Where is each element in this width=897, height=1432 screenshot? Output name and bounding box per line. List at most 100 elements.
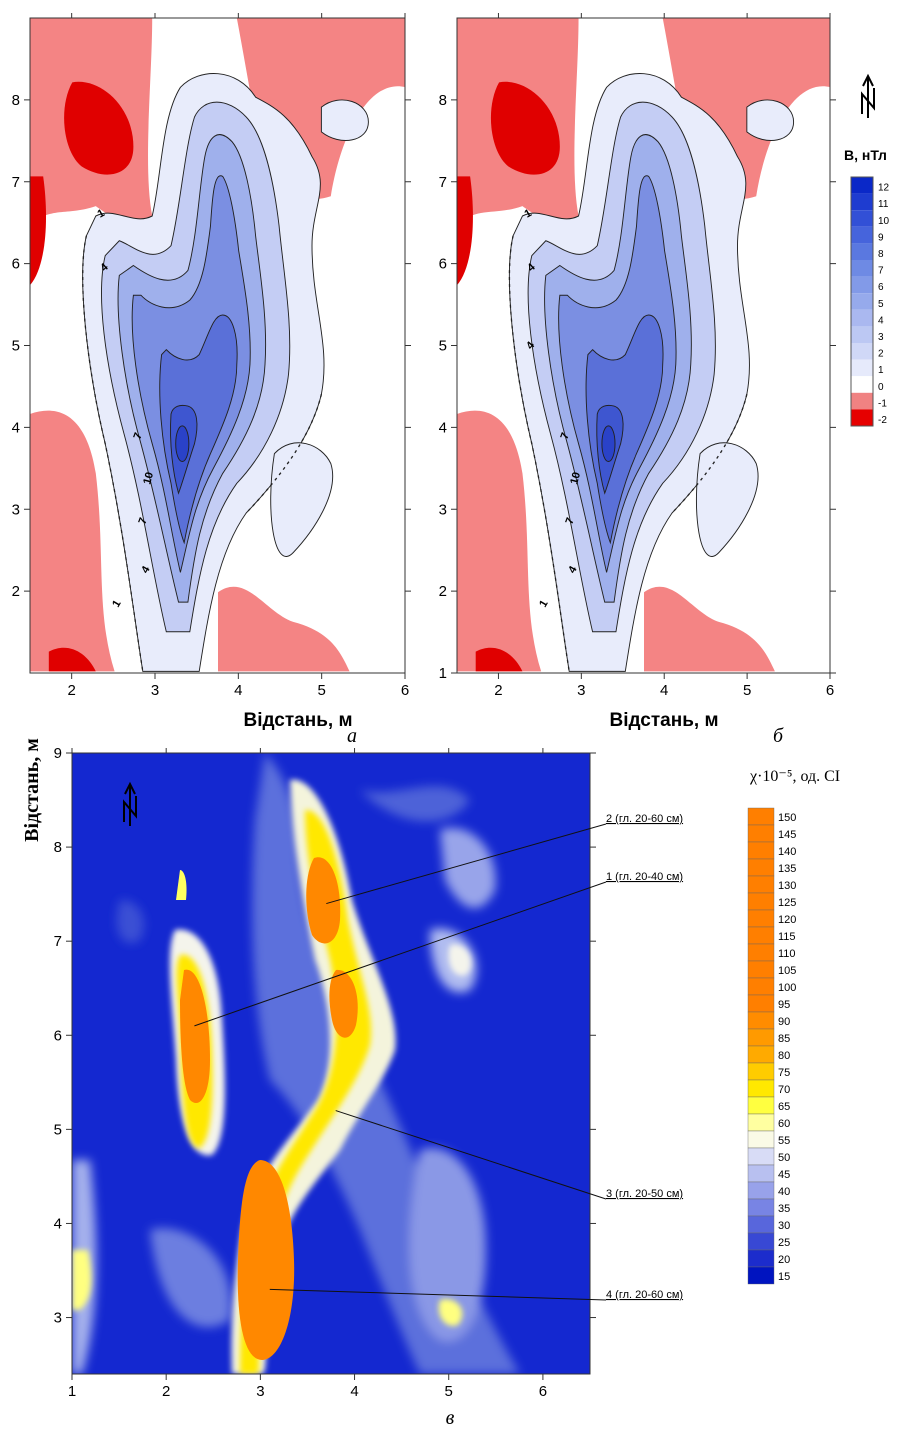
contour-label: 10 xyxy=(568,471,583,486)
legend-level: 7 xyxy=(878,266,884,277)
legend-level: 3 xyxy=(878,332,884,343)
legend-swatch xyxy=(747,960,775,979)
legend-level: 90 xyxy=(778,1016,790,1028)
legend-swatch xyxy=(851,177,873,194)
x-tick-label: 5 xyxy=(743,682,751,699)
legend-swatch xyxy=(851,359,873,377)
legend-swatch xyxy=(747,1130,775,1149)
annotation-leader xyxy=(194,881,607,1027)
panel-b-y-ticks: 1 2 3 4 5 6 7 8 xyxy=(439,92,836,682)
legend-level: 9 xyxy=(878,232,884,243)
legend-level: 75 xyxy=(778,1067,790,1079)
x-tick-label: 2 xyxy=(494,682,502,699)
legend-swatch xyxy=(747,1266,775,1285)
y-tick-label: 8 xyxy=(54,839,62,856)
y-tick-label: 4 xyxy=(439,419,447,436)
legend-swatch xyxy=(851,409,873,426)
x-tick-label: 6 xyxy=(539,1383,547,1400)
legend-swatch xyxy=(747,926,775,945)
x-tick-label: 3 xyxy=(577,682,585,699)
y-tick-label: 7 xyxy=(12,174,20,191)
legend-level: 130 xyxy=(778,880,796,892)
y-tick-label: 2 xyxy=(12,583,20,600)
panel-b-x-ticks: 2 3 4 5 6 xyxy=(494,13,834,699)
panel-a-y-ticks: 2 3 4 5 6 7 8 xyxy=(12,92,411,600)
legend-swatch xyxy=(747,1215,775,1234)
legend-swatch xyxy=(851,260,873,277)
legend-swatch xyxy=(851,326,873,343)
legend-swatch xyxy=(747,994,775,1013)
legend-level: 10 xyxy=(878,216,890,227)
legend-level: 125 xyxy=(778,897,796,909)
x-tick-label: 2 xyxy=(162,1383,170,1400)
x-tick-label: 1 xyxy=(68,1383,76,1400)
y-tick-label: 5 xyxy=(439,338,447,355)
y-tick-label: 6 xyxy=(12,256,20,273)
north-arrow-icon xyxy=(123,781,137,826)
annotation-label: 3 (гл. 20-50 см) xyxy=(606,1188,683,1200)
panel-c: 1 2 3 4 5 6 3 4 5 6 7 8 9 Відстань, м в 2 (гл. 20-6… xyxy=(21,738,683,1429)
legend-level: 1 xyxy=(878,365,884,376)
legend-level: 60 xyxy=(778,1118,790,1130)
annotation-leader xyxy=(335,1110,607,1200)
legend-level: 30 xyxy=(778,1220,790,1232)
legend-level: 0 xyxy=(878,382,884,393)
x-tick-label: 3 xyxy=(151,682,159,699)
x-tick-label: 3 xyxy=(256,1383,264,1400)
panel-a-x-label: Відстань, м xyxy=(243,710,352,731)
legend-swatch xyxy=(747,1181,775,1200)
panel-c-frame xyxy=(71,752,591,1375)
legend-level: 55 xyxy=(778,1135,790,1147)
panel-c-x-ticks: 1 2 3 4 5 6 xyxy=(68,748,547,1400)
x-tick-label: 5 xyxy=(445,1383,453,1400)
legend-swatch xyxy=(747,1096,775,1115)
contour-label: 10 xyxy=(141,471,156,486)
legend-swatch xyxy=(747,1028,775,1047)
legend-frame xyxy=(850,176,874,427)
legend-level: 20 xyxy=(778,1254,790,1266)
x-tick-label: 6 xyxy=(401,682,409,699)
legend-swatch xyxy=(747,943,775,962)
legend-level: 65 xyxy=(778,1101,790,1113)
legend-swatch xyxy=(747,1079,775,1098)
legend-swatch xyxy=(747,1198,775,1217)
legend-swatch xyxy=(747,824,775,843)
y-tick-label: 8 xyxy=(439,92,447,109)
legend-swatch xyxy=(851,226,873,244)
y-tick-label: 5 xyxy=(54,1121,62,1138)
annotation-label: 2 (гл. 20-60 см) xyxy=(606,813,683,825)
contour-label: 1 xyxy=(537,598,550,609)
legend-level: 80 xyxy=(778,1050,790,1062)
legend-swatch xyxy=(851,376,873,393)
legend-swatch xyxy=(851,293,873,310)
legend-swatch xyxy=(851,309,873,327)
legend-swatch xyxy=(851,210,873,227)
x-tick-label: 4 xyxy=(660,682,668,699)
panel-a: 2 3 4 5 6 2 3 4 5 6 7 8 1 4 7 10 7 4 1 Відстань, м а xyxy=(12,13,411,747)
annotation-leader xyxy=(326,823,607,905)
panel-c-annotations: 2 (гл. 20-60 см) 1 (гл. 20-40 см) 3 (гл. 2… xyxy=(194,813,683,1301)
legend-level: 8 xyxy=(878,249,884,260)
legend-swatch xyxy=(747,1147,775,1166)
legend-level: 95 xyxy=(778,999,790,1011)
legend-level: 150 xyxy=(778,812,796,824)
panel-a-x-ticks: 2 3 4 5 6 xyxy=(67,13,409,699)
y-tick-label: 6 xyxy=(54,1027,62,1044)
x-tick-label: 2 xyxy=(67,682,75,699)
panel-c-y-label: Відстань, м xyxy=(21,738,43,842)
legend-level: 40 xyxy=(778,1186,790,1198)
y-tick-label: 7 xyxy=(439,174,447,191)
contour-label: 7 xyxy=(132,431,145,441)
legend-swatch xyxy=(747,1011,775,1030)
legend-level: 145 xyxy=(778,829,796,841)
legend-swatch xyxy=(747,892,775,911)
legend-level: 85 xyxy=(778,1033,790,1045)
legend-swatch xyxy=(851,392,873,410)
legend-level: 140 xyxy=(778,846,796,858)
y-tick-label: 4 xyxy=(54,1215,62,1232)
legend-level: 50 xyxy=(778,1152,790,1164)
legend-level: -1 xyxy=(878,398,887,409)
legend-chi: 150 145 140 135 130 125 120 115 110 105 100 95 90 85 8… xyxy=(747,807,796,1285)
contour-label: 1 xyxy=(523,207,534,220)
